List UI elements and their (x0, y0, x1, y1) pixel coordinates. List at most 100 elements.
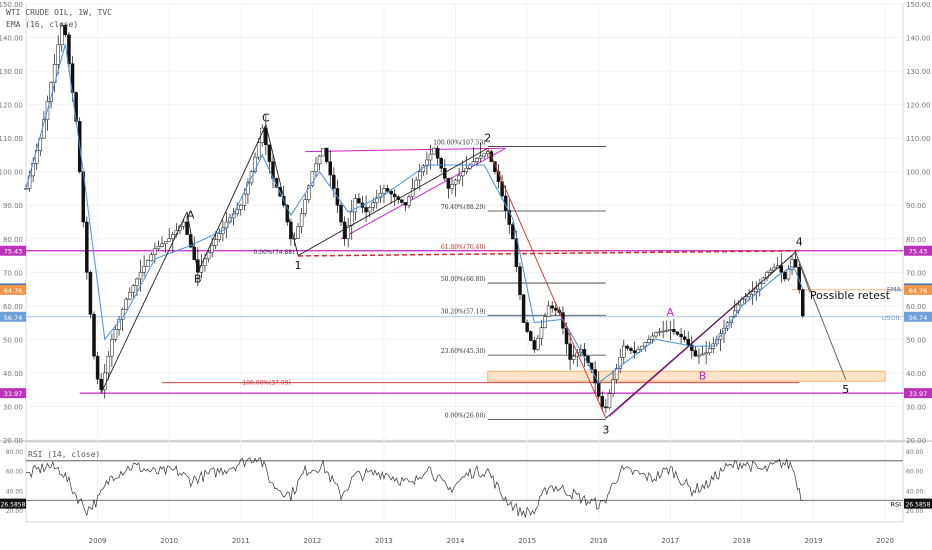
x-tick-label: 2014 (447, 537, 465, 545)
y-tick-label-right: 90.00 (906, 202, 926, 210)
rsi-tick-label: 40.00 (6, 488, 23, 495)
ema-indicator-title: EMA (16, close) (6, 20, 79, 29)
candle-body (24, 188, 28, 190)
candle-body (550, 305, 554, 309)
wave-label: 1 (295, 259, 302, 272)
candle-body (629, 348, 633, 351)
candle-body (321, 147, 325, 157)
candle-body (128, 292, 132, 300)
candle-body (171, 234, 175, 240)
candle-body (707, 348, 712, 354)
candle-body (446, 178, 451, 189)
wave-label: 2 (484, 132, 491, 145)
wave-label: A (187, 209, 195, 222)
price-badge-text: 56.74 (909, 314, 928, 322)
y-tick-label-right: 130.00 (906, 68, 931, 76)
rsi-badge-right (904, 498, 932, 509)
candle-body (536, 338, 540, 350)
wave-line (795, 252, 811, 293)
rsi-line (25, 457, 803, 518)
fib-level-label: 23.60%(45.30) (441, 348, 486, 355)
wave-label: 3 (602, 423, 609, 436)
candle-body (439, 158, 443, 169)
candle-body (625, 345, 630, 349)
candle-body (457, 175, 461, 181)
candle-body (400, 199, 404, 203)
annotation-text: Possible retest (810, 289, 891, 302)
candle-body (704, 352, 708, 355)
y-tick-label-left: 60.00 (3, 303, 23, 311)
candle-body (60, 24, 64, 46)
candle-body (375, 197, 379, 203)
y-tick-label-left: 100.00 (0, 169, 23, 177)
y-tick-label-right: 60.00 (906, 303, 926, 311)
candle-body (622, 345, 626, 358)
price-badge-left (0, 388, 26, 399)
candle-body (85, 221, 89, 273)
wave-line (297, 147, 488, 256)
price-badge-text: 64.76 (4, 287, 23, 295)
candle-body (38, 137, 43, 151)
candle-body (600, 396, 605, 408)
candle-body (414, 179, 418, 189)
candle-body (482, 153, 486, 157)
candle-body (131, 285, 136, 293)
rsi-badge-text: 26.5858 (906, 502, 931, 509)
price-badge-left (0, 245, 26, 256)
x-tick-label: 2011 (232, 537, 250, 545)
fib-level-label: 0.00%(26.08) (445, 413, 486, 420)
candle-body (668, 329, 673, 331)
candle-body (242, 193, 247, 206)
candle-body (543, 316, 547, 328)
y-tick-label-left: 80.00 (3, 236, 23, 244)
y-tick-label-left: 140.00 (0, 35, 23, 43)
x-tick-label: 2015 (518, 537, 536, 545)
candle-body (213, 239, 218, 246)
candle-body (618, 357, 622, 369)
rsi-tick-label: 20.00 (906, 508, 923, 515)
price-badge-text: 75.43 (4, 248, 23, 256)
y-tick-label-left: 20.00 (3, 437, 23, 445)
candle-body (532, 340, 537, 350)
rsi-tick-label: 40.00 (906, 488, 923, 495)
candle-body (328, 161, 333, 176)
wave-label: A (667, 306, 675, 319)
wave-label: 4 (796, 235, 803, 248)
rsi-tick-label: 80.00 (6, 449, 23, 456)
x-tick-label: 2018 (733, 537, 751, 545)
candle-body (514, 238, 519, 267)
candle-body (181, 221, 186, 227)
y-tick-label-right: 100.00 (906, 169, 931, 177)
candle-body (74, 92, 78, 122)
candle-body (525, 322, 529, 332)
candle-body (747, 293, 751, 297)
rsi-indicator-title: RSI (14, close) (28, 450, 101, 459)
y-tick-label-right: 70.00 (906, 269, 926, 277)
price-badge-text: 75.43 (909, 248, 928, 256)
candle-body (113, 329, 118, 340)
candle-body (679, 334, 683, 338)
candle-body (403, 202, 408, 206)
candle-body (149, 254, 154, 261)
candle-body (124, 298, 128, 310)
candle-body (371, 202, 375, 208)
candle-body (507, 210, 511, 225)
candle-body (493, 161, 497, 172)
candle-body (167, 238, 171, 242)
y-tick-label-right: 80.00 (906, 236, 926, 244)
support-zone (487, 370, 886, 382)
ema-line (25, 44, 804, 384)
candle-body (464, 168, 469, 172)
fib-level-label: 100.00%(37.09) (242, 380, 291, 387)
candle-body (754, 288, 758, 292)
candle-body (661, 330, 665, 333)
candle-body (92, 313, 96, 357)
candle-body (521, 294, 526, 323)
candle-body (675, 331, 680, 335)
y-tick-label-left: 90.00 (3, 202, 23, 210)
candle-body (596, 382, 601, 397)
y-tick-label-right: 40.00 (906, 370, 926, 378)
candle-body (686, 339, 690, 346)
y-tick-label-left: 150.00 (0, 1, 23, 9)
